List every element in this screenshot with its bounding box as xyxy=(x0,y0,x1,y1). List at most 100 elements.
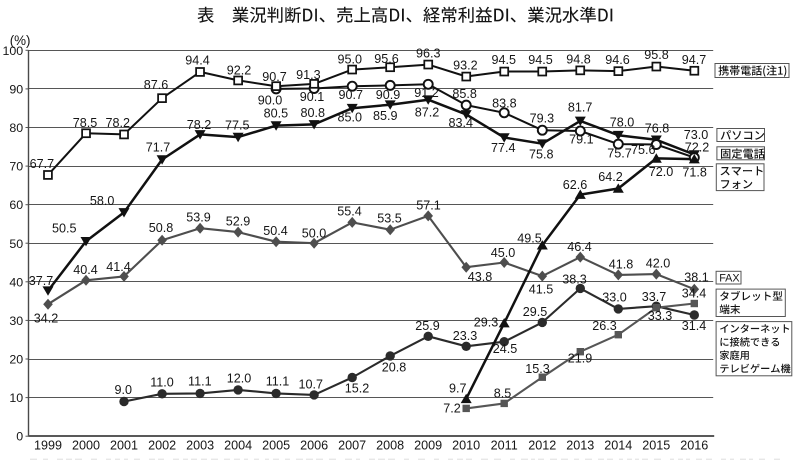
svg-text:2013: 2013 xyxy=(566,439,594,453)
svg-text:33.0: 33.0 xyxy=(602,290,627,304)
svg-text:76.8: 76.8 xyxy=(645,122,670,136)
svg-text:1999: 1999 xyxy=(34,439,62,453)
svg-text:38.3: 38.3 xyxy=(562,272,587,286)
svg-text:75.7: 75.7 xyxy=(607,147,632,161)
svg-text:21.9: 21.9 xyxy=(568,352,593,366)
svg-text:2014: 2014 xyxy=(604,439,632,453)
svg-text:80.8: 80.8 xyxy=(301,106,326,120)
svg-text:71.8: 71.8 xyxy=(682,166,707,180)
svg-text:90.7: 90.7 xyxy=(262,70,287,84)
svg-text:34.2: 34.2 xyxy=(34,311,59,325)
svg-text:2015: 2015 xyxy=(642,439,670,453)
svg-text:15.2: 15.2 xyxy=(345,381,370,395)
svg-text:77.5: 77.5 xyxy=(225,119,250,133)
svg-text:43.8: 43.8 xyxy=(468,270,493,284)
svg-text:12.0: 12.0 xyxy=(227,371,252,385)
svg-text:60: 60 xyxy=(9,198,23,212)
svg-text:2016: 2016 xyxy=(680,439,708,453)
svg-text:62.6: 62.6 xyxy=(563,178,588,192)
svg-text:25.9: 25.9 xyxy=(415,319,440,333)
svg-text:2008: 2008 xyxy=(376,439,404,453)
svg-text:53.9: 53.9 xyxy=(186,210,211,224)
svg-text:9.0: 9.0 xyxy=(114,383,132,397)
svg-text:94.6: 94.6 xyxy=(605,53,630,67)
svg-text:95.6: 95.6 xyxy=(374,52,399,66)
svg-text:2002: 2002 xyxy=(148,439,176,453)
svg-text:83.8: 83.8 xyxy=(492,97,517,111)
svg-text:33.3: 33.3 xyxy=(648,309,673,323)
svg-text:2006: 2006 xyxy=(300,439,328,453)
svg-text:50: 50 xyxy=(9,237,23,251)
svg-text:42.0: 42.0 xyxy=(646,256,671,270)
svg-text:95.0: 95.0 xyxy=(337,53,362,67)
svg-text:30: 30 xyxy=(9,314,23,328)
svg-text:41.5: 41.5 xyxy=(529,283,554,297)
svg-text:72.2: 72.2 xyxy=(685,140,710,154)
svg-text:85.9: 85.9 xyxy=(373,109,398,123)
svg-text:23.3: 23.3 xyxy=(453,329,478,343)
svg-text:78.2: 78.2 xyxy=(187,118,212,132)
svg-text:87.2: 87.2 xyxy=(415,105,440,119)
svg-text:45.0: 45.0 xyxy=(491,246,516,260)
svg-text:20.8: 20.8 xyxy=(382,361,407,375)
svg-text:94.7: 94.7 xyxy=(682,53,707,67)
svg-text:8.5: 8.5 xyxy=(494,386,512,400)
svg-text:40.4: 40.4 xyxy=(73,263,98,277)
svg-text:80.5: 80.5 xyxy=(264,107,289,121)
svg-text:73.0: 73.0 xyxy=(684,128,709,142)
svg-text:2004: 2004 xyxy=(224,439,252,453)
svg-text:57.1: 57.1 xyxy=(416,198,441,212)
svg-text:50.8: 50.8 xyxy=(149,221,174,235)
svg-text:58.0: 58.0 xyxy=(90,194,115,208)
svg-text:49.5: 49.5 xyxy=(517,232,542,246)
svg-text:37.7: 37.7 xyxy=(29,274,54,288)
svg-text:85.8: 85.8 xyxy=(452,87,477,101)
svg-text:90.9: 90.9 xyxy=(376,88,401,102)
svg-text:81.7: 81.7 xyxy=(568,101,593,115)
svg-text:41.8: 41.8 xyxy=(609,258,634,272)
svg-text:52.9: 52.9 xyxy=(226,214,251,228)
svg-text:55.4: 55.4 xyxy=(337,204,362,218)
svg-text:FAX: FAX xyxy=(719,273,739,285)
svg-text:2005: 2005 xyxy=(262,439,290,453)
svg-text:91.2: 91.2 xyxy=(414,86,439,100)
svg-text:94.5: 94.5 xyxy=(528,53,553,67)
svg-text:20: 20 xyxy=(9,353,23,367)
svg-text:75.6: 75.6 xyxy=(631,143,656,157)
svg-text:71.7: 71.7 xyxy=(146,141,171,155)
svg-text:50.4: 50.4 xyxy=(263,224,288,238)
svg-text:2000: 2000 xyxy=(72,439,100,453)
svg-text:11.0: 11.0 xyxy=(150,375,174,389)
svg-text:77.4: 77.4 xyxy=(491,141,516,155)
svg-text:85.0: 85.0 xyxy=(337,110,362,124)
svg-text:2007: 2007 xyxy=(338,439,366,453)
svg-text:11.1: 11.1 xyxy=(266,374,290,388)
svg-text:29.3: 29.3 xyxy=(474,316,499,330)
svg-text:87.6: 87.6 xyxy=(144,78,169,92)
svg-text:83.4: 83.4 xyxy=(449,116,474,130)
svg-text:26.3: 26.3 xyxy=(592,319,617,333)
svg-text:50.0: 50.0 xyxy=(302,226,327,240)
svg-text:10: 10 xyxy=(9,391,23,405)
svg-text:94.5: 94.5 xyxy=(491,53,516,67)
svg-text:41.4: 41.4 xyxy=(106,260,131,274)
svg-text:(%): (%) xyxy=(10,33,31,48)
svg-text:50.5: 50.5 xyxy=(52,222,77,236)
svg-text:11.1: 11.1 xyxy=(188,374,212,388)
svg-text:9.7: 9.7 xyxy=(449,382,467,396)
svg-text:72.0: 72.0 xyxy=(649,165,674,179)
svg-text:33.7: 33.7 xyxy=(642,290,667,304)
svg-text:95.8: 95.8 xyxy=(644,48,669,62)
svg-text:79.1: 79.1 xyxy=(569,133,594,147)
svg-text:15.3: 15.3 xyxy=(525,362,550,376)
svg-text:34.4: 34.4 xyxy=(682,287,707,301)
svg-text:38.1: 38.1 xyxy=(684,270,709,284)
svg-text:90: 90 xyxy=(9,82,23,96)
svg-text:80: 80 xyxy=(9,121,23,135)
svg-text:53.5: 53.5 xyxy=(377,211,402,225)
svg-text:2010: 2010 xyxy=(452,439,480,453)
svg-text:7.2: 7.2 xyxy=(443,401,461,415)
svg-text:24.5: 24.5 xyxy=(493,342,518,356)
svg-text:100: 100 xyxy=(3,44,24,58)
svg-text:90.1: 90.1 xyxy=(300,90,325,104)
